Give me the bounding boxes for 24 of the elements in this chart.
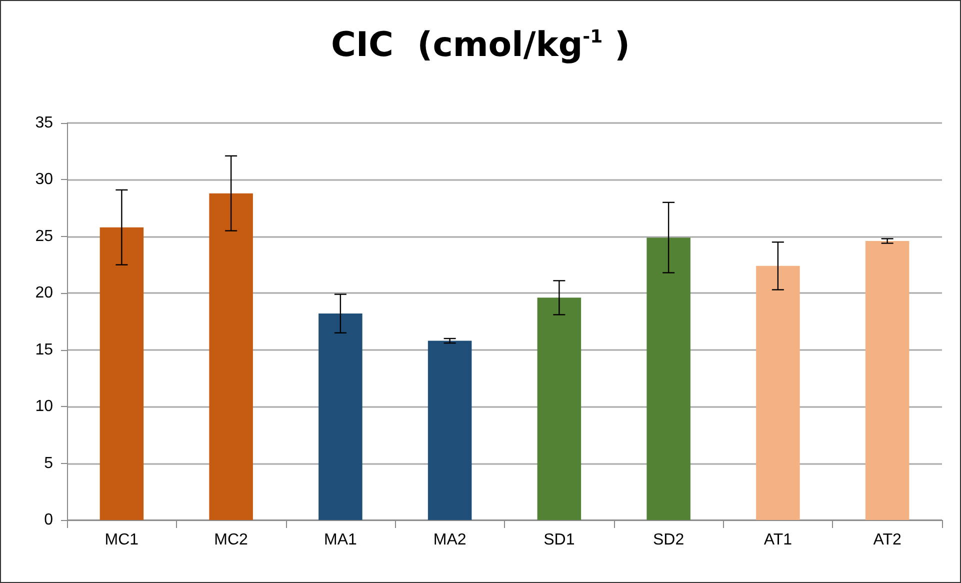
bar	[209, 193, 253, 520]
bar	[756, 266, 800, 520]
x-tick-label: MC1	[104, 532, 139, 548]
bar	[428, 340, 472, 520]
y-tick-label: 5	[44, 454, 54, 472]
y-tick-label: 25	[35, 228, 54, 245]
x-tick-label: MC2	[214, 532, 248, 548]
y-tick-label: 20	[35, 284, 54, 302]
y-tick-label: 15	[35, 341, 54, 358]
bar	[646, 238, 690, 520]
x-tick-label: MA2	[433, 532, 466, 548]
y-tick-label: 10	[35, 398, 54, 416]
y-tick-label: 30	[35, 171, 54, 188]
bar	[100, 227, 144, 520]
y-tick-label: 35	[35, 114, 54, 132]
x-tick-label: MA1	[324, 532, 357, 548]
x-tick-label: SD2	[653, 532, 684, 548]
bar	[865, 240, 910, 520]
bar	[537, 298, 582, 520]
x-tick-label: AT1	[764, 532, 792, 548]
y-tick-label: 0	[44, 512, 54, 528]
x-tick-label: SD1	[544, 532, 575, 548]
bar	[318, 314, 362, 520]
x-tick-label: AT2	[873, 532, 902, 548]
